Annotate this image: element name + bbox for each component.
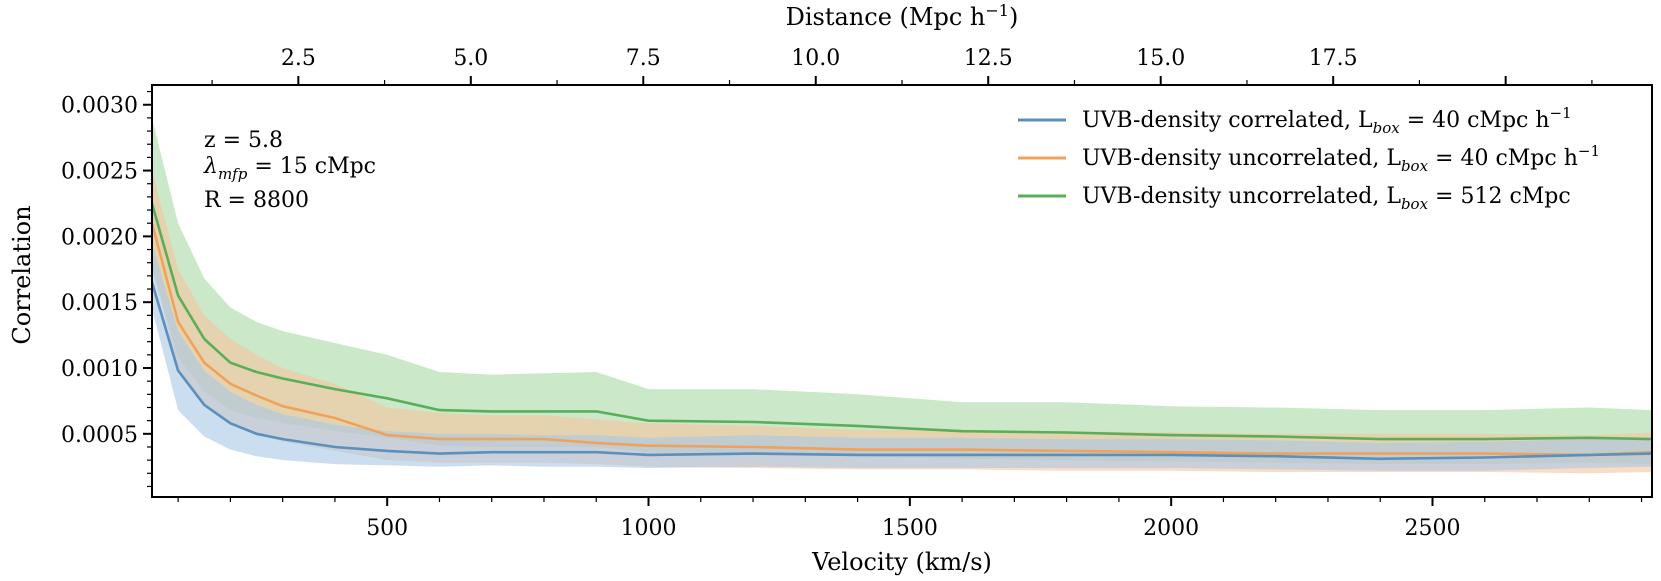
plot-frame — [151, 84, 1653, 498]
y-tick-label: 0.0025 — [61, 160, 138, 185]
series-lines — [150, 203, 1653, 461]
line-series-2 — [150, 222, 1653, 457]
top-tick-label: 10.0 — [791, 46, 840, 71]
legend-label-2: UVB-density uncorrelated, Lbox = 40 cMpc… — [1082, 142, 1600, 175]
line-series-3 — [150, 203, 1653, 441]
legend-label-1: UVB-density correlated, Lbox = 40 cMpc h… — [1082, 104, 1572, 137]
y-tick-label: 0.0010 — [61, 357, 138, 382]
top-tick-label: 17.5 — [1309, 46, 1358, 71]
top-tick-label: 12.5 — [964, 46, 1013, 71]
y-tick-label: 0.0020 — [61, 225, 138, 250]
plot-area — [150, 117, 1653, 474]
band-series-1 — [152, 243, 1652, 471]
top-tick-label: 15.0 — [1136, 46, 1185, 71]
y-tick-label: 0.0005 — [61, 423, 138, 448]
legend-label-3: UVB-density uncorrelated, Lbox = 512 cMp… — [1082, 184, 1571, 213]
line-series-1 — [150, 282, 1653, 461]
y-tick-label: 0.0015 — [61, 291, 138, 316]
x-tick-label: 1500 — [882, 516, 938, 541]
top-tick-label: 5.0 — [453, 46, 488, 71]
x-tick-label: 2500 — [1404, 516, 1460, 541]
y-axis-label: Correlation — [8, 205, 36, 344]
annotation-box: z = 5.8 λmfp = 15 cMpc R = 8800 — [203, 128, 376, 213]
band-series-3 — [152, 117, 1652, 465]
top-axis-label: Distance (Mpc h−1) — [786, 1, 1019, 31]
annotation-redshift: z = 5.8 — [204, 128, 283, 153]
top-tick-label: 2.5 — [281, 46, 316, 71]
x-tick-label: 500 — [366, 516, 408, 541]
x-tick-label: 1000 — [621, 516, 677, 541]
x-tick-label: 2000 — [1143, 516, 1199, 541]
axis-ticks: 0.0005 0.0010 0.0015 0.0020 0.0025 0.0030 500 1… — [61, 46, 1643, 541]
top-tick-label: 7.5 — [626, 46, 661, 71]
y-tick-label: 0.0030 — [61, 94, 138, 119]
annotation-resolution: R = 8800 — [204, 188, 309, 213]
x-axis-label: Velocity (km/s) — [811, 548, 992, 576]
legend: UVB-density correlated, Lbox = 40 cMpc h… — [1018, 104, 1600, 213]
annotation-mfp: λmfp = 15 cMpc — [203, 154, 376, 183]
